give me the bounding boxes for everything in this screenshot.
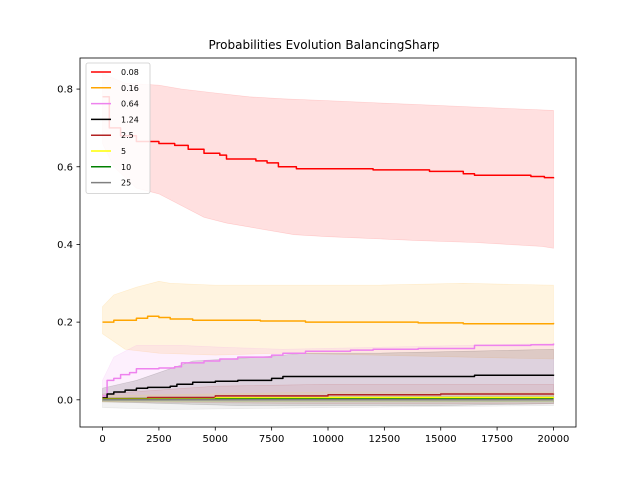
legend-label-0-64: 0.64	[121, 100, 139, 109]
y-axis: 0.0 0.2 0.4 0.6 0.8	[57, 85, 80, 406]
series-line-0-16	[102, 315, 555, 325]
legend-label-0-16: 0.16	[121, 84, 139, 93]
legend-label-2-5: 2.5	[121, 131, 134, 140]
legend-label-10: 10	[121, 163, 131, 172]
y-tick-label: 0.0	[57, 395, 73, 406]
y-tick-label: 0.6	[57, 162, 73, 173]
series-line-2-5	[102, 393, 555, 400]
x-tick-label: 12500	[368, 434, 400, 445]
y-tick-label: 0.4	[57, 240, 73, 251]
band-0-16	[102, 280, 554, 360]
x-tick-label: 5000	[203, 434, 228, 445]
x-tick-label: 20000	[538, 434, 570, 445]
legend-label-0-08: 0.08	[121, 68, 139, 77]
band-0-08	[102, 73, 554, 249]
x-tick-label: 10000	[312, 434, 344, 445]
series-lines	[102, 96, 555, 401]
confidence-bands	[102, 73, 554, 410]
legend: 0.08 0.16 0.64 1.24 2.5 5 10 25	[85, 62, 151, 194]
chart-title: Probabilities Evolution BalancingSharp	[208, 38, 439, 52]
legend-label-1-24: 1.24	[121, 115, 139, 124]
series-line-1-24	[102, 374, 555, 399]
x-tick-label: 7500	[259, 434, 284, 445]
y-tick-label: 0.2	[57, 318, 73, 329]
legend-box	[85, 62, 151, 194]
x-tick-label: 17500	[481, 434, 513, 445]
series-line-0-08	[102, 96, 555, 179]
legend-label-5: 5	[121, 147, 126, 156]
x-tick-label: 0	[99, 434, 105, 445]
series-line-0-64	[102, 343, 555, 397]
legend-label-25: 25	[121, 179, 131, 188]
x-tick-label: 15000	[425, 434, 457, 445]
y-tick-label: 0.8	[57, 85, 73, 96]
x-axis: 0 2500 5000 7500 10000 12500 15000 17500 20000	[99, 427, 569, 445]
x-tick-label: 2500	[146, 434, 171, 445]
